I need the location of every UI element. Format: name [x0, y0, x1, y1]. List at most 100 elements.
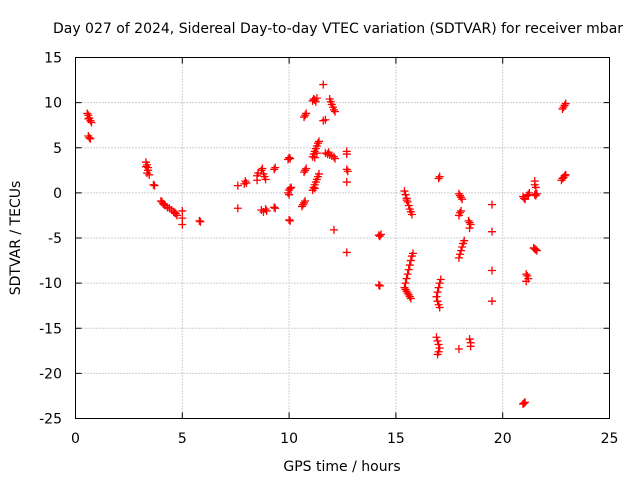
data-point [271, 163, 280, 172]
data-point [521, 398, 530, 407]
data-point [530, 190, 539, 199]
data-point [488, 227, 497, 236]
data-point [286, 184, 295, 193]
x-tick-label: 15 [387, 431, 405, 447]
data-point [560, 171, 569, 180]
data-point [402, 196, 411, 205]
x-tick-label: 20 [494, 431, 512, 447]
data-point [319, 80, 328, 89]
data-point [145, 170, 154, 179]
x-tick-label: 25 [601, 431, 619, 447]
data-point [312, 149, 321, 158]
data-point [261, 205, 270, 214]
x-tick-label: 10 [280, 431, 298, 447]
data-point [406, 256, 415, 265]
data-point [559, 103, 568, 112]
data-point [374, 280, 383, 289]
data-point [561, 170, 570, 179]
data-point [401, 279, 410, 288]
data-point [518, 400, 527, 409]
data-point [258, 164, 267, 173]
data-point [460, 236, 469, 245]
data-point [319, 116, 328, 125]
data-point [376, 230, 385, 239]
x-tick-label: 5 [178, 431, 187, 447]
data-point [531, 245, 540, 254]
y-tick-labels: 15 10 5 0 -5 -10 -15 -20 -25 [39, 51, 62, 428]
data-point [488, 297, 497, 306]
data-point [178, 220, 187, 229]
data-point [331, 154, 340, 163]
data-point [329, 225, 338, 234]
data-point [457, 246, 466, 255]
data-point [435, 344, 444, 353]
data-point [309, 95, 318, 104]
data-point [464, 216, 473, 225]
data-point [433, 336, 442, 345]
data-point [160, 200, 169, 209]
data-point [375, 281, 384, 290]
data-point [271, 204, 280, 213]
y-tick-label: -15 [39, 321, 62, 337]
y-tick-label: -20 [39, 366, 62, 382]
data-point [435, 303, 444, 312]
data-point [375, 232, 384, 241]
data-point [257, 206, 266, 215]
data-point [171, 209, 180, 218]
data-point [300, 198, 309, 207]
y-tick-label: 0 [53, 186, 62, 202]
data-point [270, 165, 279, 174]
x-axis-label: GPS time / hours [283, 459, 400, 475]
data-point [522, 277, 531, 286]
data-points [83, 80, 570, 409]
data-point [435, 279, 444, 288]
data-point [403, 270, 412, 279]
data-point [465, 335, 474, 344]
grid [75, 57, 610, 419]
data-point [455, 208, 464, 217]
data-point [522, 270, 531, 279]
y-tick-label: -10 [39, 276, 62, 292]
data-point [560, 101, 569, 110]
chart-title: Day 027 of 2024, Sidereal Day-to-day VTE… [53, 21, 623, 37]
data-point [302, 164, 311, 173]
data-point [454, 253, 463, 262]
data-point [458, 195, 467, 204]
data-point [329, 152, 338, 161]
data-point [310, 153, 319, 162]
data-point [241, 177, 250, 186]
data-point [270, 203, 279, 212]
data-point [321, 115, 330, 124]
data-point [488, 200, 497, 209]
data-point [525, 188, 534, 197]
data-point [310, 95, 319, 104]
data-point [532, 189, 541, 198]
data-point [196, 217, 205, 226]
data-point [342, 248, 351, 257]
data-point [434, 340, 443, 349]
x-tick-label: 0 [71, 431, 80, 447]
data-point [83, 109, 92, 118]
data-point [262, 206, 271, 215]
data-point [284, 155, 293, 164]
data-point [405, 261, 414, 270]
data-point [433, 297, 442, 306]
data-point [432, 292, 441, 301]
data-point [86, 134, 95, 143]
data-point [532, 246, 541, 255]
data-point [84, 114, 93, 123]
data-point [530, 244, 539, 253]
data-point [458, 243, 467, 252]
data-point [401, 190, 410, 199]
data-point [310, 184, 319, 193]
data-point [406, 294, 415, 303]
data-point [403, 197, 412, 206]
data-point [286, 154, 295, 163]
data-point [253, 176, 262, 185]
data-point [342, 178, 351, 187]
data-point [286, 216, 295, 225]
data-point [150, 181, 159, 190]
data-point [342, 150, 351, 159]
x-tick-labels: 0 5 10 15 20 25 [71, 431, 618, 447]
data-point [342, 165, 351, 174]
